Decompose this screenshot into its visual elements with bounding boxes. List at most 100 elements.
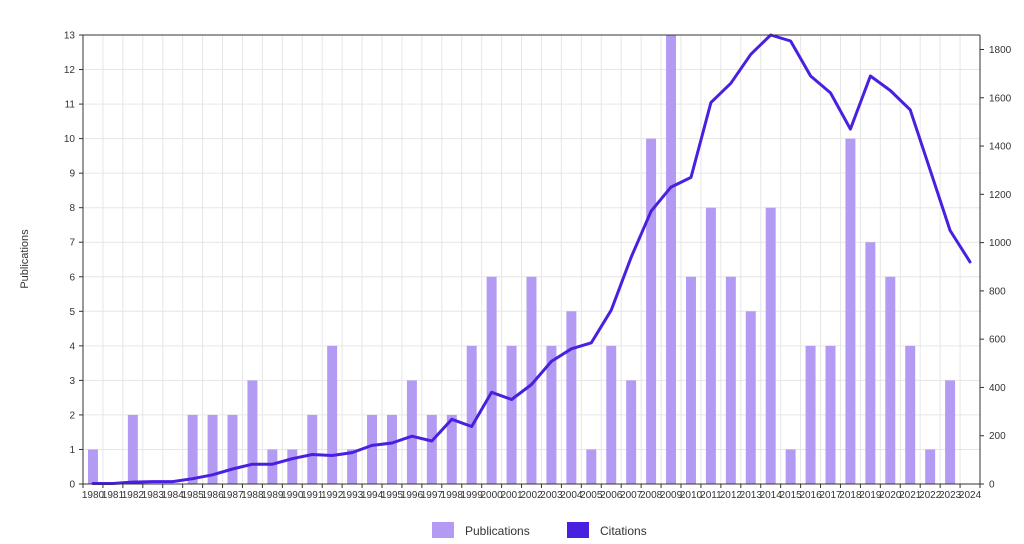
- legend-label-citations: Citations: [600, 524, 647, 538]
- x-tick-label: 2023: [939, 490, 962, 501]
- bar-publications: [785, 449, 796, 484]
- bar-publications: [586, 449, 597, 484]
- x-tick-label: 1982: [122, 490, 145, 501]
- y-tick-label: 1: [69, 445, 75, 456]
- x-tick-label: 1992: [321, 490, 344, 501]
- x-tick-label: 2000: [481, 490, 504, 501]
- x-tick-label: 1988: [241, 490, 264, 501]
- x-tick-label: 1998: [441, 490, 464, 501]
- x-tick-label: 1984: [162, 490, 185, 501]
- bar-publications: [466, 345, 477, 484]
- y2-tick-label: 1800: [989, 45, 1012, 56]
- bar-publications: [247, 380, 258, 484]
- bar-publications: [526, 276, 537, 484]
- x-tick-label: 2018: [839, 490, 862, 501]
- bar-publications: [327, 345, 338, 484]
- bar-publications: [267, 449, 278, 484]
- x-tick-label: 2017: [819, 490, 842, 501]
- bar-publications: [805, 345, 816, 484]
- bar-publications: [685, 276, 696, 484]
- bar-publications: [905, 345, 916, 484]
- x-tick-label: 2021: [899, 490, 922, 501]
- y2-tick-label: 200: [989, 431, 1006, 442]
- x-tick-label: 1989: [261, 490, 284, 501]
- y-tick-label: 13: [64, 31, 76, 42]
- bar-publications: [865, 242, 876, 484]
- y-axis-right-ticks: 0 200 400 600 800 1000 1200 1400 1600 1800: [980, 45, 1012, 491]
- x-tick-label: 1987: [221, 490, 244, 501]
- bar-publications: [885, 276, 896, 484]
- x-tick-label: 2001: [500, 490, 523, 501]
- x-tick-label: 1997: [421, 490, 444, 501]
- bar-publications: [825, 345, 836, 484]
- x-tick-label: 2002: [520, 490, 543, 501]
- x-axis-ticks: 1980198119821983198419851986198719881989…: [82, 484, 982, 501]
- y2-tick-label: 1600: [989, 93, 1012, 104]
- legend: Publications Citations: [432, 522, 647, 538]
- y2-tick-label: 1400: [989, 142, 1012, 153]
- legend-swatch-publications: [432, 522, 454, 538]
- y2-tick-label: 1200: [989, 190, 1012, 201]
- citations-line-group: [91, 33, 972, 485]
- y2-tick-label: 800: [989, 286, 1006, 297]
- y-tick-label: 8: [69, 203, 75, 214]
- x-tick-label: 1986: [201, 490, 224, 501]
- y2-tick-label: 0: [989, 480, 995, 491]
- x-tick-label: 2004: [560, 490, 583, 501]
- x-tick-label: 2005: [580, 490, 603, 501]
- bar-publications: [606, 345, 617, 484]
- y-tick-label: 11: [65, 100, 76, 111]
- publications-bars: [87, 35, 956, 484]
- bar-publications: [725, 276, 736, 484]
- bar-publications: [406, 380, 417, 484]
- bar-publications: [347, 449, 358, 484]
- x-tick-label: 1996: [401, 490, 424, 501]
- x-tick-label: 2009: [660, 490, 683, 501]
- x-tick-label: 1991: [301, 490, 324, 501]
- x-tick-label: 1994: [361, 490, 384, 501]
- bar-publications: [486, 276, 497, 484]
- x-tick-label: 2012: [720, 490, 743, 501]
- y-tick-label: 4: [69, 341, 75, 352]
- bar-publications: [666, 35, 677, 484]
- y-tick-label: 7: [69, 238, 75, 249]
- x-tick-label: 2020: [879, 490, 902, 501]
- x-tick-label: 1990: [281, 490, 304, 501]
- x-tick-label: 2014: [760, 490, 783, 501]
- x-tick-label: 1980: [82, 490, 105, 501]
- y-tick-label: 3: [69, 376, 75, 387]
- bar-publications: [646, 138, 657, 484]
- x-tick-label: 2016: [799, 490, 822, 501]
- bar-publications: [87, 449, 98, 484]
- x-tick-label: 2024: [959, 490, 982, 501]
- y-tick-label: 2: [69, 410, 75, 421]
- y2-tick-label: 400: [989, 383, 1006, 394]
- y2-tick-label: 600: [989, 335, 1006, 346]
- y2-tick-label: 1000: [989, 238, 1012, 249]
- legend-swatch-citations: [567, 522, 589, 538]
- x-tick-label: 2007: [620, 490, 643, 501]
- bar-publications: [566, 311, 577, 484]
- bar-publications: [386, 414, 397, 484]
- x-tick-label: 2010: [680, 490, 703, 501]
- axes: [82, 34, 981, 485]
- y-tick-label: 12: [64, 65, 76, 76]
- citations-line: [91, 33, 972, 485]
- x-tick-label: 2022: [919, 490, 942, 501]
- bar-publications: [626, 380, 637, 484]
- x-tick-label: 1999: [461, 490, 484, 501]
- x-tick-label: 2003: [540, 490, 563, 501]
- x-tick-label: 1993: [341, 490, 364, 501]
- x-tick-label: 1983: [142, 490, 165, 501]
- y-axis-title: Publications: [19, 229, 31, 289]
- bar-publications: [207, 414, 218, 484]
- bar-publications: [845, 138, 856, 484]
- bar-publications: [925, 449, 936, 484]
- x-tick-label: 2008: [640, 490, 663, 501]
- y-tick-label: 6: [69, 272, 75, 283]
- bar-publications: [426, 414, 437, 484]
- bar-publications: [745, 311, 756, 484]
- y-tick-label: 9: [69, 169, 75, 180]
